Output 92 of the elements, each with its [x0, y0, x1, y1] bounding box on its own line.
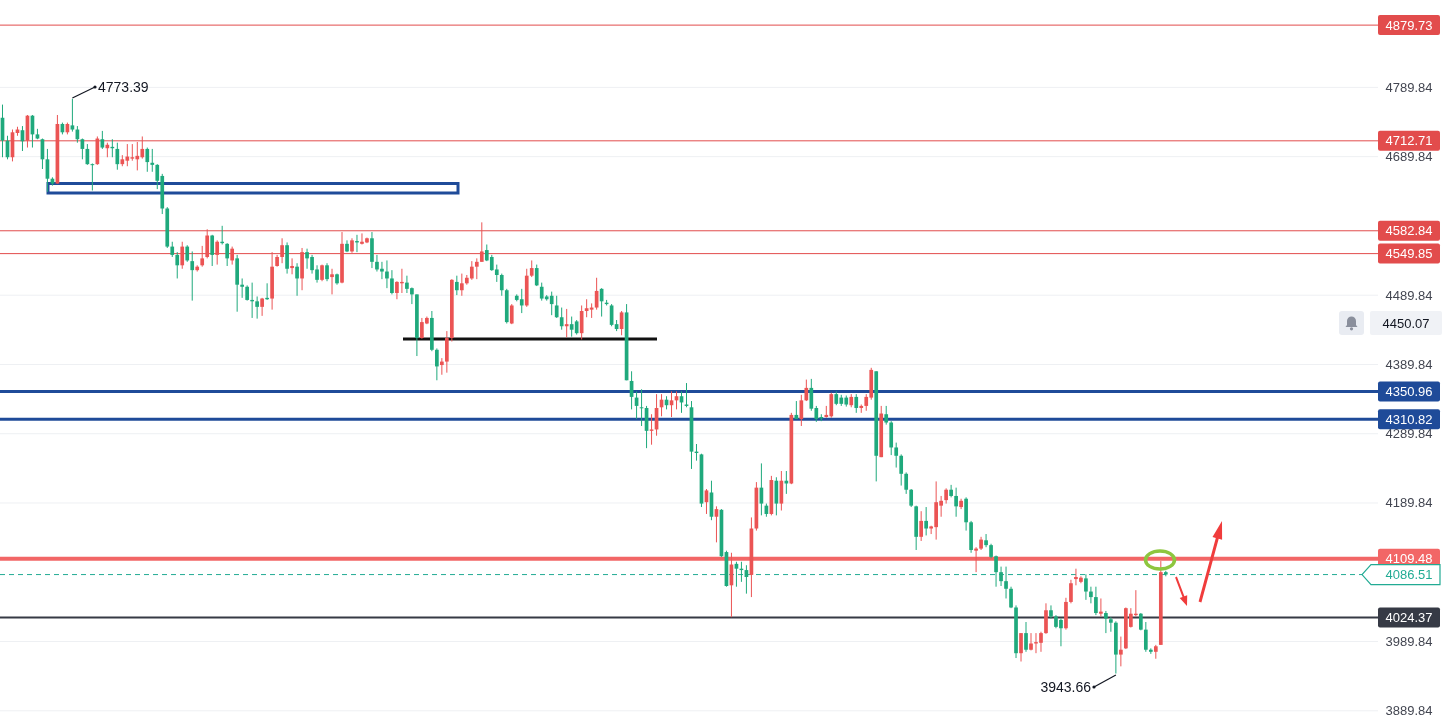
- candlestick: [325, 262, 329, 282]
- y-tick-label: 3989.84: [1385, 634, 1433, 650]
- candlestick: [899, 453, 904, 487]
- candlestick: [519, 288, 524, 314]
- candlestick: [999, 566, 1003, 587]
- candlestick: [290, 257, 294, 275]
- candlestick: [1044, 602, 1048, 635]
- candlestick: [904, 471, 909, 495]
- candlestick: [385, 259, 389, 289]
- candlestick: [974, 546, 978, 573]
- candlestick: [534, 264, 539, 287]
- ref-line-label: 4582.84: [1385, 223, 1433, 239]
- candlestick: [909, 488, 914, 508]
- ref-line-label: 4024.37: [1385, 610, 1433, 626]
- ref-line-label: 4712.71: [1385, 133, 1433, 149]
- candlestick: [295, 262, 299, 297]
- candlestick: [1089, 586, 1093, 604]
- candlestick: [70, 98, 75, 133]
- candlestick: [360, 232, 364, 246]
- candlestick: [190, 250, 195, 302]
- candlestick: [1049, 604, 1053, 620]
- candlestick: [894, 442, 899, 469]
- candlestick: [924, 506, 928, 536]
- annotation: 4773.39: [98, 79, 149, 95]
- candlestick: [564, 308, 569, 338]
- ref-line-label: 4350.96: [1385, 383, 1433, 399]
- candlestick: [554, 295, 559, 319]
- candlestick: [549, 291, 554, 316]
- candlestick: [390, 269, 394, 295]
- candlestick: [799, 394, 804, 427]
- annotation: 3943.66: [1040, 679, 1092, 695]
- candlestick: [854, 393, 859, 414]
- candlestick: [285, 241, 289, 275]
- candlestick: [579, 304, 584, 340]
- candlestick: [954, 487, 958, 518]
- candlestick: [804, 379, 809, 402]
- candlestick: [255, 295, 259, 320]
- ref-line-label: 4310.82: [1385, 411, 1433, 427]
- candlestick: [509, 303, 514, 325]
- candlestick: [445, 330, 449, 374]
- candlestick: [1143, 621, 1148, 653]
- candlestick: [1019, 632, 1023, 663]
- candlestick: [380, 261, 384, 280]
- ref-line-label: 4109.48: [1385, 551, 1433, 567]
- candlestick: [964, 496, 968, 532]
- candlestick: [225, 242, 230, 267]
- ref-line-label: 4879.73: [1385, 17, 1433, 33]
- candlestick: [1069, 579, 1073, 604]
- candlestick: [469, 260, 474, 281]
- y-tick-label: 4689.84: [1385, 149, 1433, 165]
- ref-line-label: 4086.51: [1385, 567, 1433, 583]
- y-tick-label: 3889.84: [1385, 703, 1433, 719]
- candlestick: [1104, 610, 1108, 634]
- candlestick: [240, 277, 244, 299]
- candlestick: [884, 405, 889, 426]
- candlestick: [1084, 573, 1088, 601]
- candlestick: [440, 357, 444, 376]
- candlestick: [454, 275, 459, 296]
- candlestick: [145, 147, 150, 173]
- candlestick: [115, 142, 120, 171]
- candlestick: [584, 298, 589, 318]
- y-tick-label: 4389.84: [1385, 356, 1433, 372]
- candlestick: [459, 273, 464, 297]
- candlestick: [175, 251, 180, 279]
- candlestick: [1024, 621, 1028, 653]
- y-tick-label: 4489.84: [1385, 287, 1433, 303]
- candlestick: [499, 273, 504, 297]
- candlestick: [330, 268, 334, 295]
- candlestick: [474, 257, 479, 280]
- y-tick-label: 4289.84: [1385, 426, 1433, 442]
- candlestick: [559, 307, 564, 331]
- candlestick: [1099, 597, 1103, 617]
- candlestick: [1094, 586, 1098, 616]
- candlestick: [370, 231, 374, 269]
- candlestick: [150, 148, 155, 173]
- candlestick: [1119, 636, 1123, 667]
- candlestick: [1029, 632, 1033, 651]
- candlestick: [949, 484, 953, 498]
- candlestick: [1009, 586, 1013, 609]
- candlestick: [375, 254, 379, 273]
- candlestick: [435, 347, 439, 381]
- candlestick: [1004, 566, 1008, 599]
- candlestick: [919, 510, 924, 542]
- candlestick: [260, 297, 264, 317]
- candlestick: [210, 234, 215, 267]
- ref-line-label: 4549.85: [1385, 246, 1433, 262]
- candlestick: [1109, 616, 1113, 633]
- text: 4450.07: [1382, 315, 1430, 331]
- candlestick: [649, 413, 654, 446]
- candlestick: [984, 533, 988, 548]
- y-tick-label: 4189.84: [1385, 495, 1433, 511]
- y-tick-label: 4789.84: [1385, 79, 1433, 95]
